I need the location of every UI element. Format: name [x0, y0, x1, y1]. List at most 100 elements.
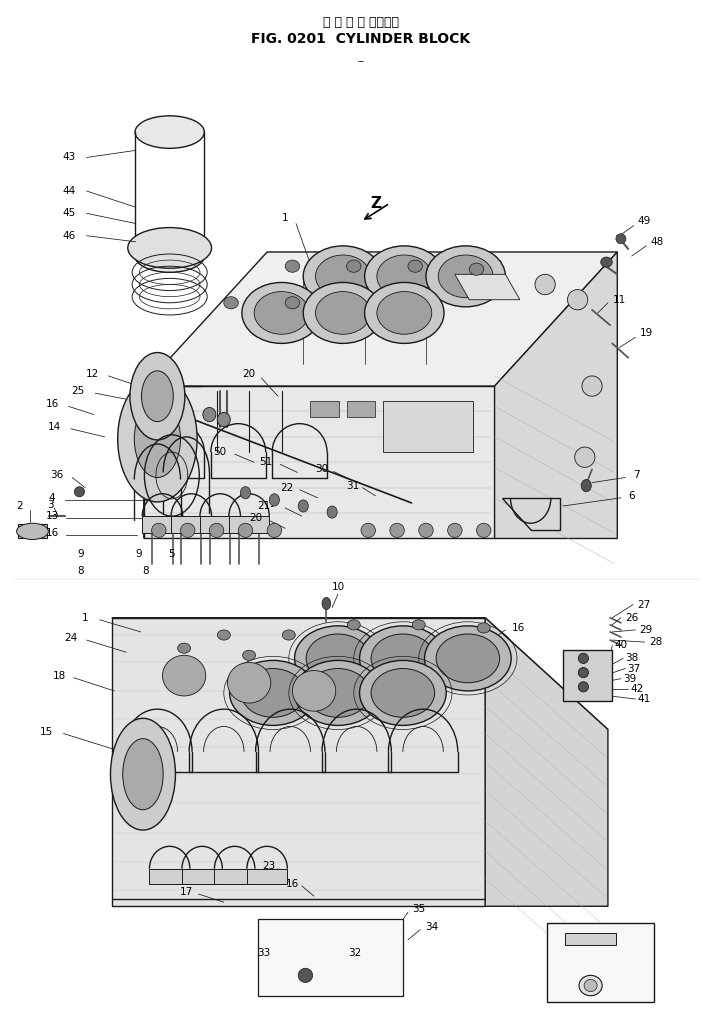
Polygon shape — [214, 869, 255, 884]
Text: 20: 20 — [243, 369, 256, 379]
Polygon shape — [258, 919, 403, 996]
Text: 20: 20 — [250, 513, 263, 523]
Ellipse shape — [128, 228, 212, 268]
Ellipse shape — [535, 274, 555, 295]
Text: 24: 24 — [64, 633, 77, 643]
Text: 39: 39 — [623, 674, 636, 684]
Text: 12: 12 — [86, 369, 99, 379]
Ellipse shape — [390, 523, 404, 537]
Ellipse shape — [209, 523, 224, 537]
Ellipse shape — [448, 523, 462, 537]
Text: 32: 32 — [349, 948, 362, 958]
Text: 27: 27 — [638, 599, 651, 610]
Ellipse shape — [377, 255, 432, 298]
Text: 9: 9 — [135, 549, 142, 559]
Text: --: -- — [357, 56, 365, 66]
Ellipse shape — [269, 494, 279, 506]
Text: 7: 7 — [633, 470, 640, 481]
Ellipse shape — [230, 660, 316, 725]
Text: 29: 29 — [640, 625, 653, 635]
Polygon shape — [247, 869, 287, 884]
Ellipse shape — [419, 523, 433, 537]
Text: 4: 4 — [48, 493, 56, 503]
Ellipse shape — [135, 116, 204, 148]
Text: 16: 16 — [286, 879, 299, 889]
Text: 25: 25 — [71, 386, 84, 396]
Polygon shape — [182, 869, 222, 884]
Text: 5: 5 — [168, 549, 175, 559]
Text: 40: 40 — [614, 640, 627, 650]
Text: 8: 8 — [77, 566, 84, 576]
Ellipse shape — [224, 297, 238, 309]
Polygon shape — [455, 274, 520, 300]
Ellipse shape — [469, 263, 484, 275]
Ellipse shape — [581, 480, 591, 492]
Ellipse shape — [298, 968, 313, 982]
Text: 36: 36 — [50, 470, 63, 481]
Text: 13: 13 — [45, 511, 58, 521]
Text: 21-: 21- — [257, 501, 274, 511]
Polygon shape — [18, 524, 47, 538]
Text: 16: 16 — [512, 623, 525, 633]
Ellipse shape — [371, 669, 435, 717]
Polygon shape — [310, 401, 339, 417]
Ellipse shape — [360, 660, 446, 725]
Ellipse shape — [142, 371, 173, 422]
Polygon shape — [142, 516, 183, 533]
Ellipse shape — [74, 487, 84, 497]
Polygon shape — [144, 252, 617, 386]
Text: 19: 19 — [640, 328, 653, 338]
Polygon shape — [563, 650, 612, 701]
Text: 3: 3 — [47, 500, 54, 510]
Ellipse shape — [477, 523, 491, 537]
Ellipse shape — [227, 662, 271, 703]
Ellipse shape — [578, 682, 588, 692]
Text: FIG. 0201  CYLINDER BLOCK: FIG. 0201 CYLINDER BLOCK — [251, 31, 471, 46]
Text: 14: 14 — [48, 422, 61, 432]
Ellipse shape — [616, 234, 626, 244]
Ellipse shape — [303, 282, 383, 343]
Polygon shape — [485, 618, 608, 906]
Polygon shape — [547, 923, 654, 1002]
Text: 30: 30 — [315, 464, 328, 474]
Ellipse shape — [601, 257, 612, 267]
Polygon shape — [347, 401, 375, 417]
Ellipse shape — [238, 523, 253, 537]
Ellipse shape — [17, 523, 48, 539]
Text: 6: 6 — [628, 491, 635, 501]
Ellipse shape — [477, 623, 490, 633]
Text: 8: 8 — [142, 566, 149, 576]
Ellipse shape — [347, 260, 361, 272]
Ellipse shape — [152, 523, 166, 537]
Ellipse shape — [303, 246, 383, 307]
Text: 2: 2 — [16, 501, 23, 511]
Ellipse shape — [241, 669, 305, 717]
Text: 42: 42 — [630, 684, 643, 694]
Ellipse shape — [203, 407, 216, 422]
Ellipse shape — [180, 523, 195, 537]
Ellipse shape — [322, 597, 331, 610]
Text: 16: 16 — [45, 399, 58, 409]
Polygon shape — [565, 933, 616, 945]
Ellipse shape — [438, 255, 493, 298]
Polygon shape — [229, 516, 269, 533]
Text: 41: 41 — [638, 694, 651, 704]
Ellipse shape — [578, 668, 588, 678]
Text: 44: 44 — [62, 186, 75, 196]
Text: 49: 49 — [638, 216, 651, 227]
Text: 50: 50 — [214, 447, 227, 457]
Text: 26: 26 — [625, 613, 638, 623]
Ellipse shape — [306, 634, 370, 683]
Ellipse shape — [292, 671, 336, 711]
Polygon shape — [502, 498, 560, 530]
Ellipse shape — [178, 643, 191, 653]
Text: 18: 18 — [53, 671, 66, 681]
Ellipse shape — [347, 620, 360, 630]
Ellipse shape — [285, 297, 300, 309]
Ellipse shape — [285, 260, 300, 272]
Ellipse shape — [295, 626, 381, 691]
Text: 45: 45 — [62, 208, 75, 218]
Ellipse shape — [118, 376, 197, 502]
Text: 11: 11 — [613, 295, 626, 305]
Ellipse shape — [575, 447, 595, 467]
